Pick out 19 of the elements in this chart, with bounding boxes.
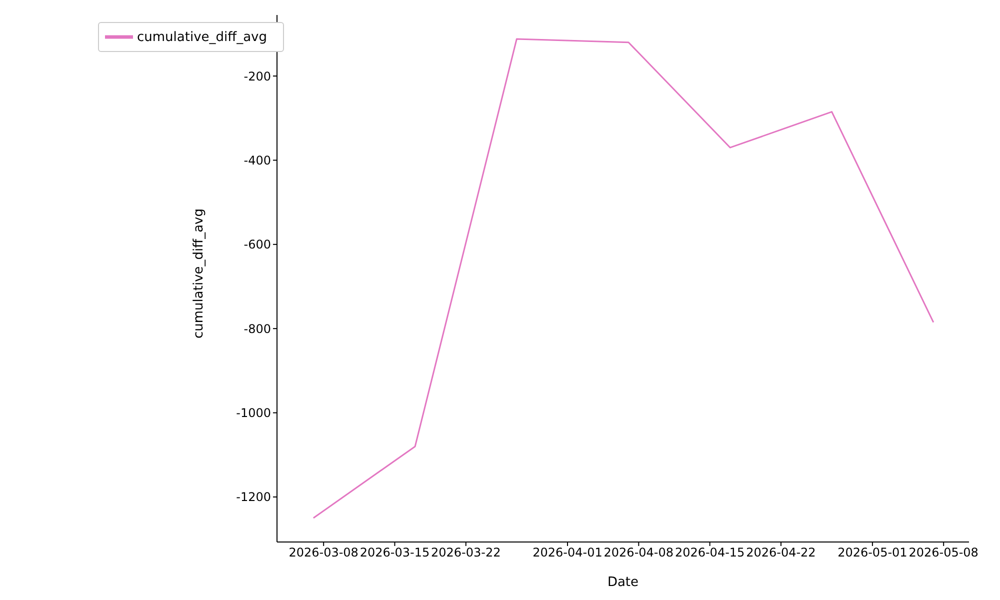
line-series [312,38,934,519]
x-tick-label: 2026-04-22 [746,546,816,560]
x-tick-label: 2026-05-01 [838,546,908,560]
y-tick-label: -400 [244,153,271,168]
x-tick-label: 2026-03-08 [288,546,358,560]
x-tick-label: 2026-03-22 [431,546,501,560]
y-tick-label: -600 [244,238,271,252]
x-tick-label: 2026-04-08 [604,546,674,560]
y-tick-label: -800 [244,322,271,336]
x-tick-label: 2026-04-15 [674,546,745,560]
y-tick-label: -1200 [236,490,271,504]
x-tick-label: 2026-03-15 [360,546,430,560]
y-axis-title: cumulative_diff_avg [192,208,207,338]
y-tick-label: -200 [244,69,271,84]
x-tick-label: 2026-04-01 [532,546,602,560]
y-tick-label: -1000 [236,406,271,420]
x-tick-label: 2026-05-08 [908,546,978,560]
legend-label: cumulative_diff_avg [137,30,267,46]
x-axis-title: Date [607,575,639,590]
